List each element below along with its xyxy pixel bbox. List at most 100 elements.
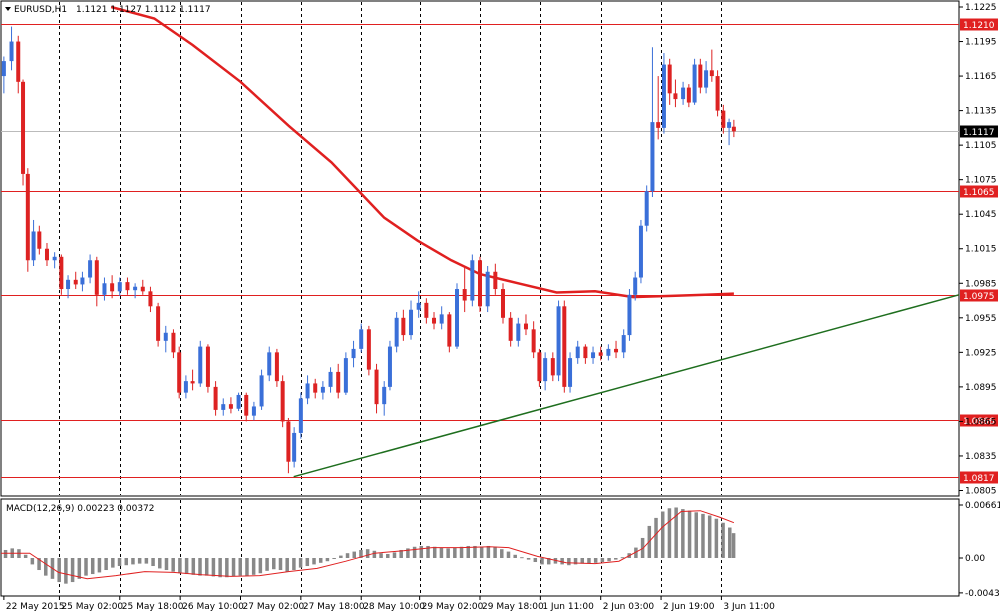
ohlc-label: 1.1121 1.1127 1.1112 1.1117	[76, 5, 211, 15]
level-price-label: 1.0817	[963, 474, 995, 484]
macd-bar	[681, 509, 685, 558]
macd-bar	[131, 558, 135, 565]
macd-bar	[171, 558, 175, 572]
candle-body	[575, 346, 580, 359]
candle-body	[37, 231, 42, 249]
candle-body	[516, 323, 521, 341]
candle-body	[31, 231, 36, 261]
candle	[1, 56, 6, 94]
candle	[537, 348, 542, 387]
time-tick-label: 2 Jun 03:00	[603, 602, 655, 612]
macd-bar	[90, 558, 95, 575]
macd-bar	[399, 549, 403, 558]
price-tick-label: 1.0835	[965, 452, 997, 462]
candle	[531, 321, 536, 359]
candle-body	[644, 191, 649, 226]
triangle-down-icon[interactable]	[5, 7, 11, 11]
candle	[198, 340, 203, 387]
candle-body	[52, 256, 57, 261]
candle-body	[133, 286, 138, 291]
macd-bar	[332, 558, 336, 559]
price-tick-label: 1.1135	[965, 107, 997, 117]
candle-body	[244, 394, 249, 416]
macd-signal-layer	[1, 510, 735, 580]
candle	[562, 300, 567, 393]
candle	[439, 306, 444, 330]
candle	[614, 340, 619, 359]
macd-bar	[144, 558, 149, 564]
macd-bar	[204, 558, 209, 576]
macd-bar	[567, 558, 571, 566]
macd-bar	[694, 512, 699, 558]
candle-body	[25, 173, 30, 261]
macd-bar	[305, 558, 310, 567]
macd-bar	[352, 551, 357, 558]
candle-body	[633, 277, 638, 295]
symbol-label: EURUSD,H1	[14, 5, 67, 15]
candle-body	[478, 260, 482, 307]
candle	[621, 329, 626, 359]
macd-bar	[660, 511, 665, 558]
candle	[52, 252, 57, 269]
candle	[543, 352, 548, 391]
candle-body	[117, 282, 122, 292]
candle-body	[267, 352, 272, 376]
candle	[156, 302, 161, 347]
price-tick-label: 1.0985	[965, 279, 997, 289]
candle	[286, 417, 291, 474]
candle	[633, 271, 638, 301]
candle	[485, 266, 490, 313]
candle	[244, 392, 249, 422]
candle	[73, 271, 78, 290]
candle-body	[409, 309, 414, 336]
candle	[550, 352, 555, 382]
candle	[366, 325, 371, 376]
time-tick-label: 3 Jun 11:00	[723, 602, 775, 612]
candle-body	[9, 41, 14, 62]
macd-bar	[238, 558, 242, 576]
candle-body	[88, 260, 93, 278]
candle	[221, 398, 226, 416]
candle	[148, 286, 153, 313]
macd-bar	[466, 545, 471, 558]
support-trendline	[293, 294, 960, 478]
candle-body	[493, 271, 498, 290]
candle	[715, 70, 720, 117]
candle	[704, 61, 709, 94]
candle-body	[508, 317, 513, 341]
candle-body	[44, 248, 49, 261]
price-tick-label: 1.0805	[965, 486, 997, 496]
candle	[401, 309, 406, 341]
macd-bar	[379, 553, 383, 558]
chart-header[interactable]: EURUSD,H1 1.1121 1.1127 1.1112 1.1117	[5, 5, 211, 15]
macd-axis: 0.00661 0.00 -0.00435	[959, 501, 1000, 599]
macd-bar	[526, 558, 531, 560]
candle	[556, 300, 561, 382]
candle-body	[374, 369, 379, 405]
macd-bar	[687, 510, 692, 558]
candle	[661, 53, 666, 134]
candle	[686, 84, 691, 108]
candle	[575, 340, 580, 364]
candle-body	[673, 93, 678, 100]
candle-body	[73, 279, 78, 285]
macd-bar	[540, 558, 544, 565]
time-tick-label: 29 May 02:00	[422, 602, 484, 612]
level-price-label: 1.1210	[963, 21, 995, 31]
candle-body	[163, 332, 168, 341]
macd-bar	[339, 555, 343, 558]
price-tick-label: 1.0865	[965, 417, 997, 427]
candle-body	[351, 348, 356, 359]
price-tick-label: 1.0895	[965, 383, 997, 393]
macd-bar	[486, 545, 491, 558]
candle-body	[274, 352, 279, 382]
candle	[171, 329, 176, 359]
candle-body	[148, 291, 153, 307]
candle	[500, 283, 505, 324]
candle	[336, 363, 341, 399]
candle-body	[305, 383, 310, 399]
candle-body	[661, 64, 666, 128]
price-tick-label: 1.1225	[965, 3, 997, 13]
candle	[259, 369, 264, 410]
macd-label: MACD(12,26,9) 0.00223 0.00372	[6, 504, 155, 514]
